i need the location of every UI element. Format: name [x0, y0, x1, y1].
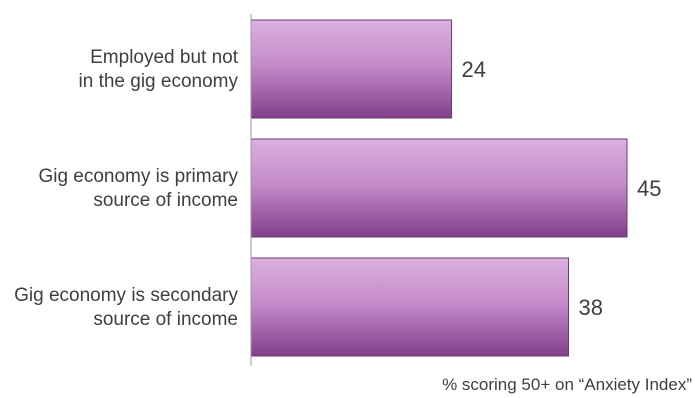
- category-label-line: Employed but not: [90, 47, 239, 68]
- category-label-1: Employed but not in the gig economy: [79, 47, 239, 92]
- category-label-line: Gig economy is primary: [38, 166, 238, 187]
- category-label-3: Gig economy is secondary source of income: [14, 285, 238, 330]
- bar-value-label-2: 45: [637, 176, 661, 201]
- bar-value-label-3: 38: [579, 295, 603, 320]
- x-axis-title: % scoring 50+ on “Anxiety Index”: [442, 375, 692, 394]
- category-label-2: Gig economy is primary source of income: [38, 166, 238, 211]
- category-label-line: source of income: [93, 309, 238, 330]
- category-label-line: in the gig economy: [79, 71, 239, 92]
- labels-layer: 24 Employed but not in the gig economy 45 Gi…: [14, 47, 661, 330]
- bar-value-label-1: 24: [462, 57, 486, 82]
- category-label-line: source of income: [93, 190, 238, 211]
- category-label-line: Gig economy is secondary: [14, 285, 238, 306]
- bar-2: [250, 138, 628, 238]
- bars-layer: [250, 19, 628, 357]
- bar-3: [250, 257, 570, 357]
- bar-1: [250, 19, 453, 119]
